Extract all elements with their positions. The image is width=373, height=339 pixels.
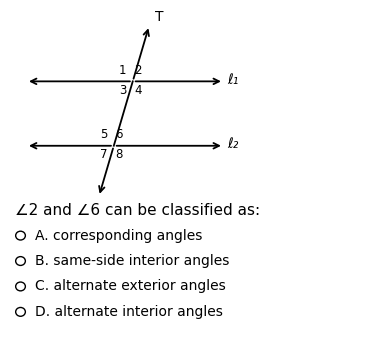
- Text: 2: 2: [134, 64, 142, 77]
- Text: ℓ₁: ℓ₁: [228, 73, 239, 87]
- Text: 1: 1: [119, 64, 126, 77]
- Text: 5: 5: [100, 128, 107, 141]
- Text: 4: 4: [134, 84, 142, 97]
- Text: ℓ₂: ℓ₂: [228, 137, 239, 151]
- Text: 7: 7: [100, 148, 107, 161]
- Text: 3: 3: [119, 84, 126, 97]
- Text: A. corresponding angles: A. corresponding angles: [35, 228, 203, 243]
- Text: C. alternate exterior angles: C. alternate exterior angles: [35, 279, 226, 294]
- Text: 8: 8: [115, 148, 123, 161]
- Text: T: T: [155, 10, 163, 24]
- Text: 6: 6: [115, 128, 123, 141]
- Text: D. alternate interior angles: D. alternate interior angles: [35, 305, 223, 319]
- Text: ∠2 and ∠6 can be classified as:: ∠2 and ∠6 can be classified as:: [15, 203, 260, 218]
- Text: B. same-side interior angles: B. same-side interior angles: [35, 254, 230, 268]
